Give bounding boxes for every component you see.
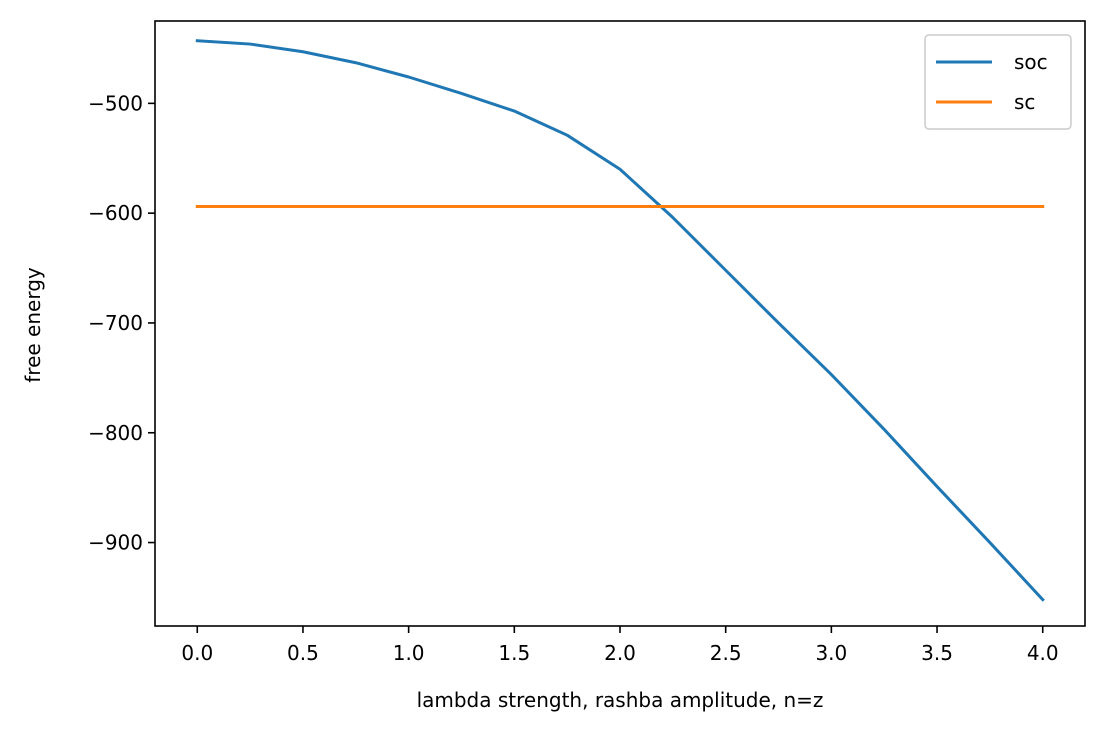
x-tick-label: 2.0 xyxy=(604,641,636,665)
x-tick-label: 1.0 xyxy=(393,641,425,665)
x-tick-label: 0.0 xyxy=(181,641,213,665)
y-tick-label: −900 xyxy=(88,531,143,555)
legend-label-soc: soc xyxy=(1014,50,1048,74)
legend-label-sc: sc xyxy=(1014,90,1035,114)
x-tick-label: 2.5 xyxy=(710,641,742,665)
x-tick-label: 3.0 xyxy=(815,641,847,665)
series-layer xyxy=(195,39,1045,602)
x-tick-label: 1.5 xyxy=(498,641,530,665)
y-tick-label: −600 xyxy=(88,201,143,225)
axes: 0.0 0.5 1.0 1.5 2.0 2.5 3.0 3.5 4.0 −500 −600 −700 −… xyxy=(88,20,1086,665)
legend: soc sc xyxy=(924,34,1072,130)
x-tick-label: 0.5 xyxy=(287,641,319,665)
y-axis-label: free energy xyxy=(21,267,45,383)
y-tick-label: −700 xyxy=(88,311,143,335)
y-tick-label: −500 xyxy=(88,91,143,115)
legend-box xyxy=(924,34,1072,130)
x-tick-label: 3.5 xyxy=(921,641,953,665)
y-tick-label: −800 xyxy=(88,421,143,445)
x-tick-label: 4.0 xyxy=(1027,641,1059,665)
series-line-soc xyxy=(195,39,1045,602)
x-axis-label: lambda strength, rashba amplitude, n=z xyxy=(417,688,824,712)
